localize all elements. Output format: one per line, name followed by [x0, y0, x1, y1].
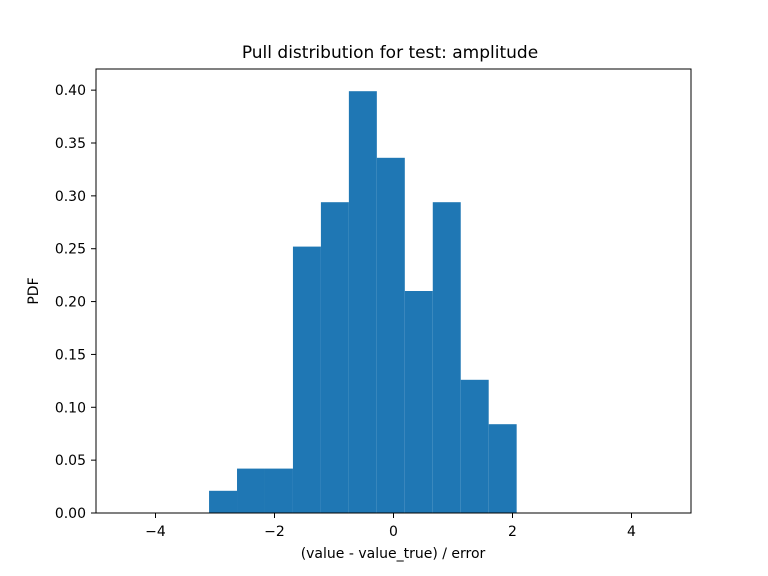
- histogram-bar-4: [292, 246, 321, 513]
- histogram-bar-2: [237, 468, 265, 513]
- y-tick-label: 0.30: [55, 189, 86, 205]
- histogram-bar-10: [460, 379, 489, 513]
- y-tick-label: 0.35: [55, 136, 86, 152]
- x-tick-label: −2: [264, 524, 285, 540]
- x-axis-label: (value - value_true) / error: [301, 546, 486, 562]
- x-axis-ticks: −4 −2 0 2 4: [145, 513, 636, 540]
- x-tick-label: 2: [508, 524, 517, 540]
- y-axis-ticks: 0.00 0.05 0.10 0.15 0.20 0.25 0.30 0.35 0.40: [55, 83, 96, 522]
- histogram-bars: [209, 91, 517, 514]
- y-tick-label: 0.00: [55, 506, 86, 522]
- y-axis-label: PDF: [26, 277, 42, 304]
- y-tick-label: 0.20: [55, 295, 86, 311]
- y-tick-label: 0.25: [55, 242, 86, 258]
- histogram-bar-7: [376, 157, 405, 514]
- histogram-bar-11: [488, 424, 517, 513]
- y-tick-label: 0.05: [55, 453, 86, 469]
- x-tick-label: 0: [389, 524, 398, 540]
- x-tick-label: −4: [145, 524, 166, 540]
- histogram-bar-8: [404, 291, 433, 513]
- x-tick-label: 4: [627, 524, 636, 540]
- histogram-bar-1: [209, 490, 238, 513]
- chart-title: Pull distribution for test: amplitude: [242, 43, 538, 63]
- y-tick-label: 0.40: [55, 83, 86, 99]
- y-tick-label: 0.10: [55, 400, 86, 416]
- histogram-bar-3: [264, 468, 293, 513]
- histogram-bar-6: [348, 91, 377, 513]
- histogram-bar-9: [432, 202, 461, 513]
- histogram-bar-5: [320, 202, 349, 513]
- y-tick-label: 0.15: [55, 347, 86, 363]
